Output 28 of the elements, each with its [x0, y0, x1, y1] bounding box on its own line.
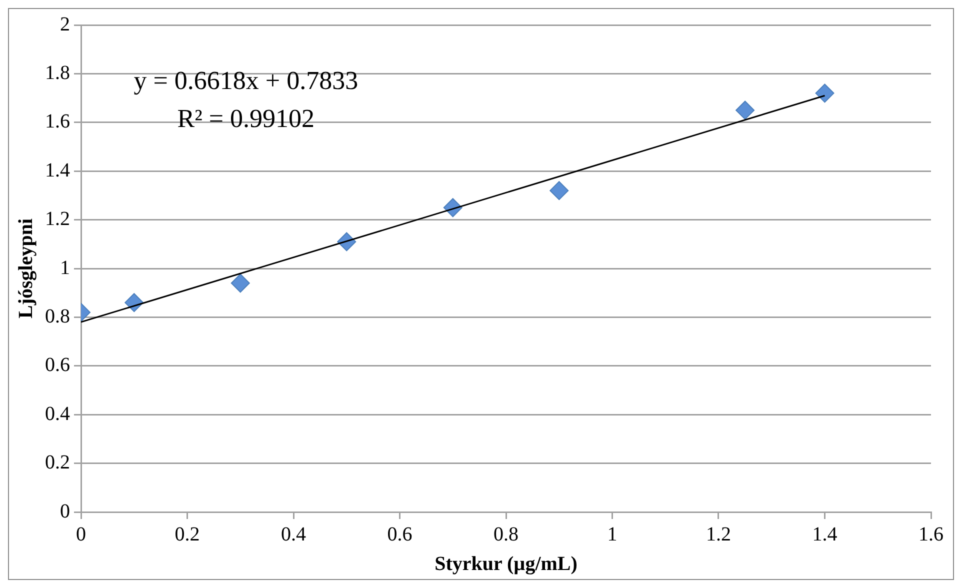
annotation: R² = 0.99102 — [177, 104, 315, 133]
y-tick-label: 1 — [60, 256, 70, 279]
y-tick-label: 0.6 — [45, 354, 70, 376]
x-tick-label: 0.6 — [387, 523, 412, 546]
point — [550, 181, 569, 200]
x-tick-label: 0.4 — [281, 523, 306, 546]
point — [815, 84, 834, 103]
x-tick-label: 0.2 — [174, 523, 200, 546]
y-tick-label: 1.2 — [45, 208, 70, 230]
y-tick-label: 0.4 — [45, 402, 70, 425]
x-tick-label: 0 — [76, 523, 86, 546]
y-axis-title: Ljósgleypni — [15, 218, 38, 319]
x-tick-label: 0.8 — [494, 523, 518, 546]
y-tick-label: 0.8 — [45, 305, 70, 328]
y-tick-label: 1.6 — [45, 110, 70, 133]
y-tick-label: 2 — [60, 13, 70, 36]
x-axis-title: Styrkur (µg/mL) — [434, 553, 578, 576]
y-tick-label: 0 — [60, 500, 70, 522]
y-tick-label: 1.4 — [45, 159, 70, 182]
x-tick-label: 1.4 — [812, 523, 838, 546]
x-tick-label: 1.6 — [918, 523, 944, 546]
x-tick-label: 1.2 — [706, 523, 731, 546]
point — [736, 100, 755, 120]
annotation: y = 0.6618x + 0.7833 — [134, 66, 358, 95]
y-tick-label: 0.2 — [45, 452, 70, 474]
y-tick-label: 1.8 — [45, 62, 70, 84]
point — [230, 274, 250, 293]
x-tick-label: 1 — [607, 523, 618, 546]
